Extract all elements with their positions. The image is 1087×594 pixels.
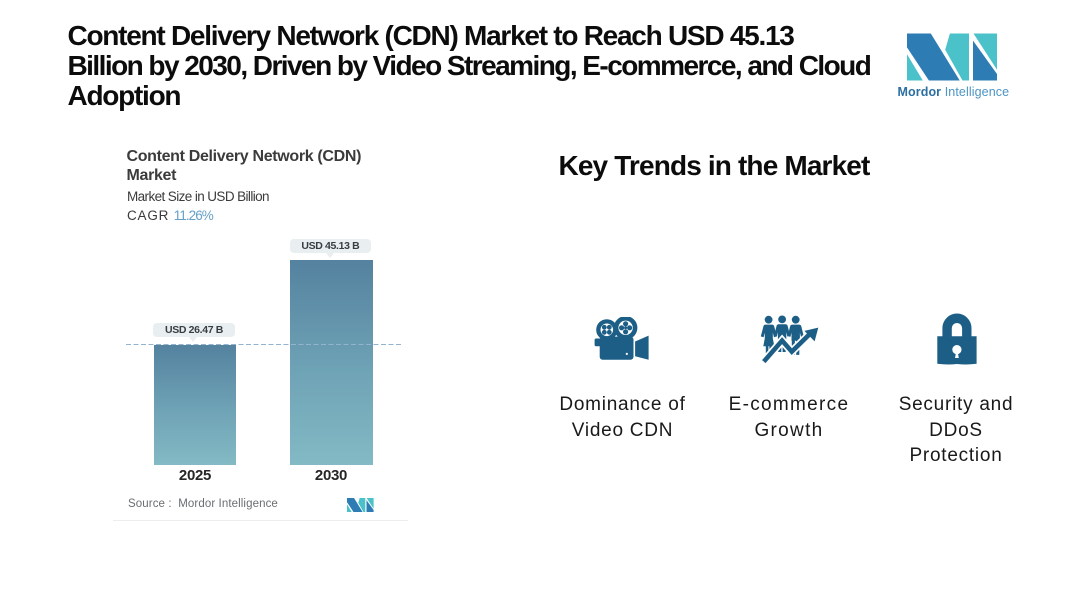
svg-text:Mordor Intelligence: Mordor Intelligence <box>898 85 1010 99</box>
